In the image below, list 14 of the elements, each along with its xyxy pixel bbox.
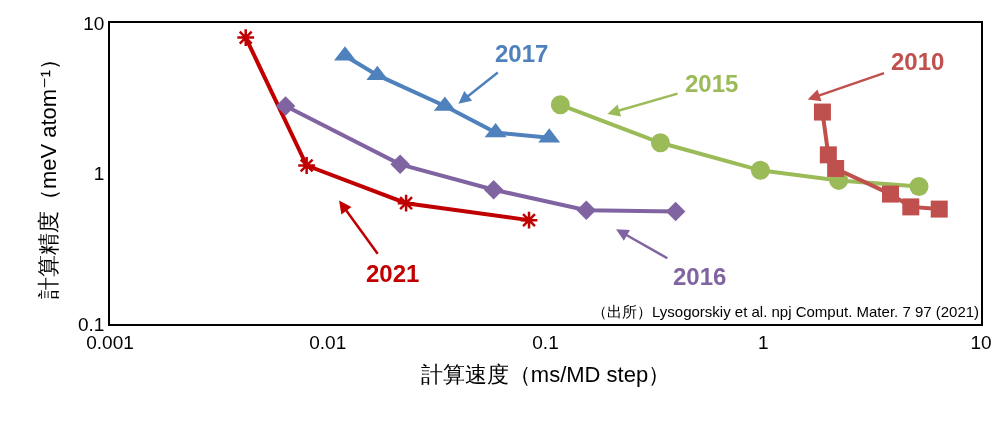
series-label: 2015: [685, 70, 739, 97]
series-label: 2016: [673, 263, 727, 290]
x-axis-title: 計算速度（ms/MD step）: [420, 361, 671, 387]
y-tick-label: 10: [83, 12, 105, 34]
x-tick-label: 0.1: [532, 331, 559, 353]
y-tick-label: 1: [93, 163, 105, 185]
x-tick-label: 1: [757, 331, 769, 353]
x-tick-label: 10: [970, 331, 992, 353]
y-axis-title: 計算精度（meV atom⁻¹）: [36, 47, 62, 300]
x-tick-label: 0.01: [309, 331, 347, 353]
text: 2021: [366, 260, 420, 287]
text: 2010: [891, 48, 945, 75]
annotation: （出所）Lysogorskiy et al. npj Comput. Mater. 7 97 (2021): [592, 303, 980, 320]
text: 2017: [495, 40, 549, 67]
